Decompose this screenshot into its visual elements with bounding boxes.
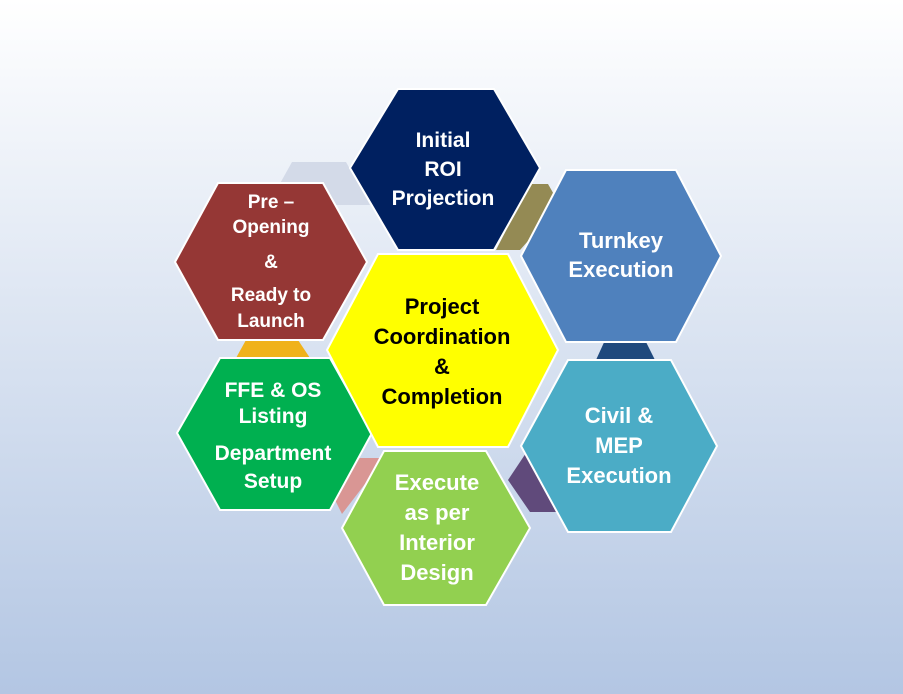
hexagon-turnkey — [519, 169, 723, 343]
label-ffe-os-line: Setup — [244, 470, 302, 493]
hexagon-center — [325, 253, 560, 448]
label-civil-mep-line: MEP — [595, 433, 643, 458]
label-initial-roi-line: Initial — [416, 129, 471, 152]
label-initial-roi: Initial ROI Projection — [392, 129, 495, 210]
label-ffe-os-line: Listing — [239, 405, 308, 428]
hexagon-pre-opening — [173, 182, 369, 341]
label-pre-opening-line: Opening — [232, 217, 309, 238]
label-center-line: Coordination — [374, 324, 511, 349]
label-ffe-os-line: FFE & OS — [225, 379, 322, 402]
label-ffe-os: FFE & OS Listing Department Setup — [215, 379, 332, 493]
connector-purple — [508, 450, 560, 512]
label-turnkey-line: Turnkey — [579, 228, 664, 253]
label-center-line: Project — [405, 294, 480, 319]
connector-orange — [236, 340, 310, 358]
label-pre-opening: Pre – Opening & Ready to Launch — [231, 192, 311, 332]
label-interior: Execute as per Interior Design — [395, 470, 479, 585]
label-interior-line: Interior — [399, 530, 475, 555]
label-turnkey-line: Execution — [568, 257, 673, 282]
label-center-line: & — [434, 354, 450, 379]
label-center-line: Completion — [382, 384, 503, 409]
connector-olive — [496, 184, 560, 250]
label-pre-opening-line: & — [264, 252, 278, 273]
connector-navy — [596, 338, 655, 360]
label-pre-opening-line: Launch — [237, 311, 305, 332]
label-interior-line: Design — [400, 560, 473, 585]
label-civil-mep-line: Civil & — [585, 403, 654, 428]
label-pre-opening-line: Pre – — [248, 192, 294, 213]
hexagon-interior — [340, 450, 532, 606]
hexagon-civil-mep — [519, 359, 719, 533]
label-initial-roi-line: Projection — [392, 187, 495, 210]
label-pre-opening-line: Ready to — [231, 285, 311, 306]
label-turnkey: Turnkey Execution — [568, 228, 673, 282]
label-civil-mep-line: Execution — [566, 463, 671, 488]
label-center: Project Coordination & Completion — [374, 294, 511, 409]
label-civil-mep: Civil & MEP Execution — [566, 403, 671, 488]
label-initial-roi-line: ROI — [424, 158, 461, 181]
connector-pink — [335, 458, 380, 514]
hexagon-initial-roi — [348, 88, 542, 251]
label-interior-line: as per — [405, 500, 470, 525]
label-interior-line: Execute — [395, 470, 479, 495]
label-ffe-os-line: Department — [215, 442, 332, 465]
